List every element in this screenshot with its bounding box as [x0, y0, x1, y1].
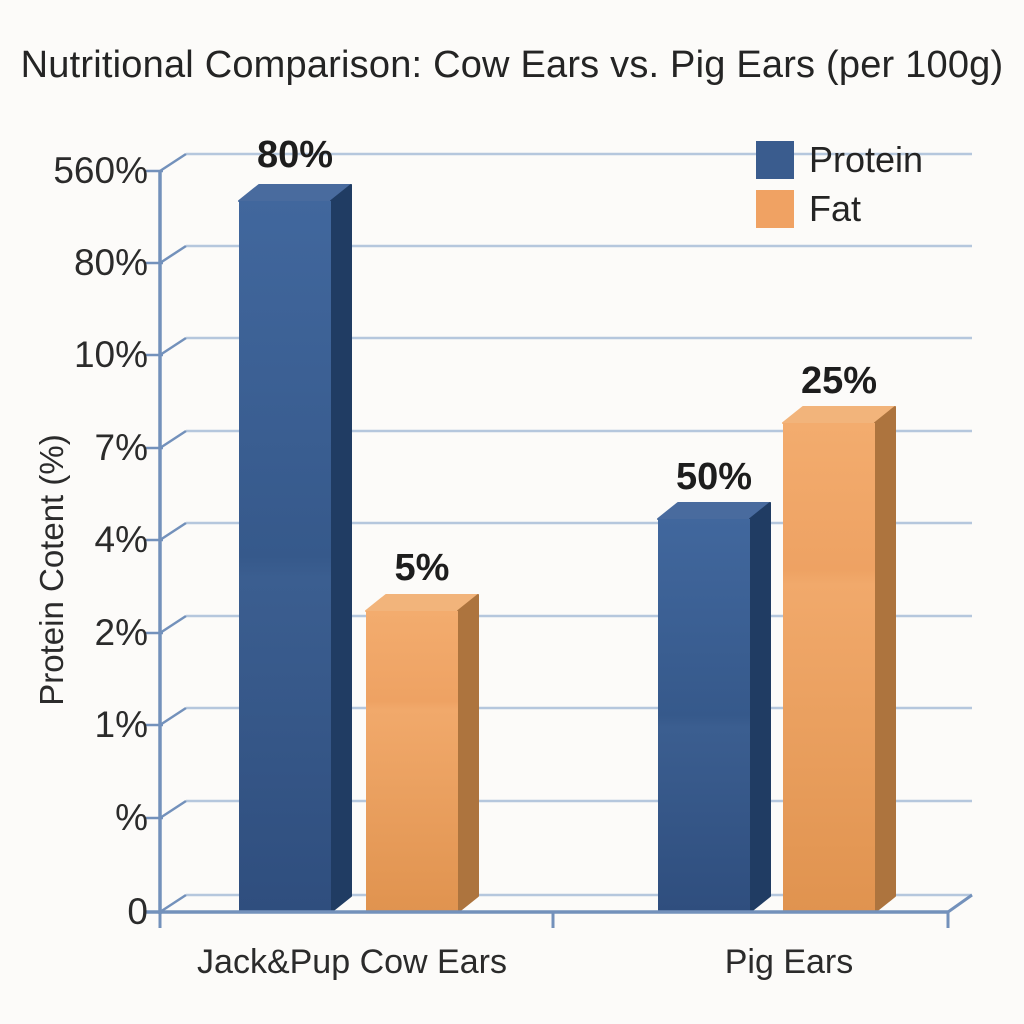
bar-side-face — [874, 406, 896, 913]
bar-front-face — [658, 519, 750, 912]
grid-connector — [159, 799, 187, 820]
grid-connector — [159, 152, 187, 173]
bar-front-face — [366, 611, 458, 912]
bar-side-face — [749, 502, 771, 913]
grid-connector — [159, 893, 187, 914]
bar-side-face — [330, 184, 352, 913]
grid-connector — [159, 429, 187, 450]
floor-right-diagonal — [947, 893, 973, 914]
bar-front-face — [783, 423, 875, 912]
grid-connector — [159, 521, 187, 542]
grid-connector — [159, 706, 187, 727]
bar-front-face — [239, 201, 331, 912]
grid-connector — [159, 244, 187, 265]
grid-connector — [159, 336, 187, 357]
grid-connector — [159, 614, 187, 635]
bar-side-face — [457, 594, 479, 913]
